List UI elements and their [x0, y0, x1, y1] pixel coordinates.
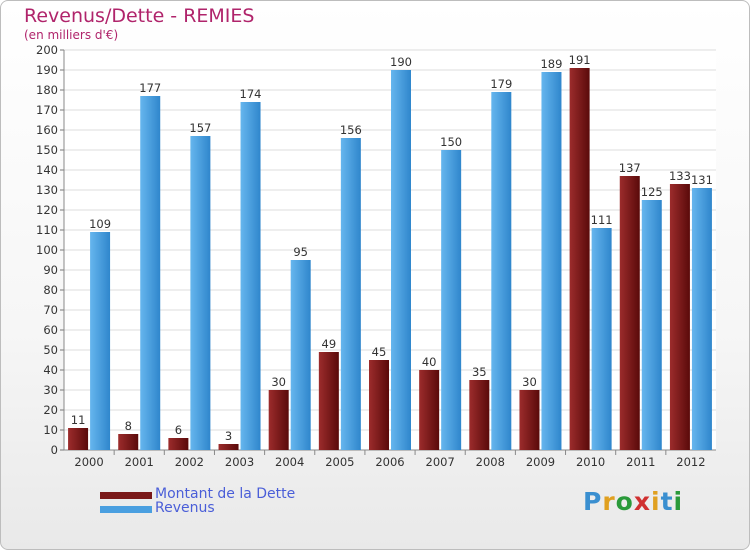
y-tick-label: 0: [51, 443, 58, 457]
bar-debt: [469, 380, 490, 450]
bar-debt: [369, 360, 389, 450]
data-label-debt: 137: [619, 161, 641, 175]
proxiti-logo: Proxiti: [583, 487, 684, 516]
bar-debt: [569, 68, 590, 450]
bar-revenue: [140, 96, 161, 450]
data-label-debt: 40: [422, 355, 437, 369]
y-tick-label: 160: [36, 123, 58, 137]
y-tick-label: 200: [36, 43, 58, 57]
data-label-revenue: 190: [390, 55, 412, 69]
bar-debt: [168, 438, 189, 450]
data-label-debt: 191: [569, 53, 591, 67]
y-tick-label: 40: [43, 363, 58, 377]
y-tick-label: 120: [36, 203, 58, 217]
data-label-revenue: 156: [340, 123, 362, 137]
bar-revenue: [691, 188, 712, 450]
y-tick-label: 80: [43, 283, 58, 297]
legend-label-revenue: Revenus: [155, 500, 215, 516]
data-label-debt: 6: [175, 423, 182, 437]
bar-revenue: [240, 102, 261, 450]
data-label-debt: 11: [71, 413, 86, 427]
bar-debt: [268, 390, 289, 450]
data-label-debt: 45: [372, 345, 387, 359]
bar-debt: [519, 390, 540, 450]
bar-revenue: [391, 70, 411, 450]
bar-revenue: [90, 232, 111, 450]
bar-debt: [218, 444, 239, 450]
data-label-revenue: 131: [691, 173, 713, 187]
bar-debt: [68, 428, 89, 450]
x-tick-label: 2006: [375, 455, 404, 469]
data-label-debt: 49: [322, 337, 337, 351]
y-tick-label: 30: [43, 383, 58, 397]
bar-revenue: [441, 150, 462, 450]
x-tick-label: 2004: [275, 455, 304, 469]
data-label-revenue: 179: [490, 77, 512, 91]
data-label-debt: 35: [472, 365, 487, 379]
data-label-revenue: 157: [189, 121, 211, 135]
bar-revenue: [591, 228, 612, 450]
y-tick-label: 110: [36, 223, 58, 237]
x-tick-label: 2009: [526, 455, 555, 469]
bar-revenue: [340, 138, 361, 450]
data-label-revenue: 177: [139, 81, 161, 95]
y-tick-label: 50: [43, 343, 58, 357]
y-tick-label: 170: [36, 103, 58, 117]
data-label-revenue: 125: [641, 185, 663, 199]
x-tick-label: 2007: [426, 455, 455, 469]
y-tick-label: 180: [36, 83, 58, 97]
y-tick-label: 10: [43, 423, 58, 437]
bar-revenue: [290, 260, 311, 450]
x-tick-label: 2011: [626, 455, 655, 469]
x-tick-label: 2001: [125, 455, 154, 469]
x-tick-label: 2010: [576, 455, 605, 469]
data-label-debt: 30: [522, 375, 537, 389]
bar-debt: [419, 370, 440, 450]
y-tick-label: 20: [43, 403, 58, 417]
data-label-debt: 3: [225, 429, 232, 443]
data-label-debt: 8: [125, 419, 132, 433]
data-label-debt: 133: [669, 169, 691, 183]
data-label-revenue: 95: [293, 245, 308, 259]
legend-swatch-revenue: [100, 506, 152, 513]
bar-debt: [118, 434, 139, 450]
chart-subtitle: (en milliers d'€): [24, 28, 119, 42]
data-label-revenue: 150: [440, 135, 462, 149]
bar-debt: [619, 176, 640, 450]
y-tick-label: 90: [43, 263, 58, 277]
bar-debt: [318, 352, 339, 450]
x-tick-label: 2012: [676, 455, 705, 469]
legend-label-debt: Montant de la Dette: [155, 486, 296, 502]
bar-revenue: [190, 136, 211, 450]
y-tick-label: 140: [36, 163, 58, 177]
x-tick-label: 2005: [325, 455, 354, 469]
bar-revenue: [491, 92, 512, 450]
y-tick-label: 150: [36, 143, 58, 157]
y-tick-label: 100: [36, 243, 58, 257]
y-tick-label: 130: [36, 183, 58, 197]
data-label-revenue: 109: [89, 217, 111, 231]
data-label-debt: 30: [271, 375, 286, 389]
legend-swatch-debt: [100, 492, 152, 499]
x-tick-label: 2002: [175, 455, 204, 469]
bar-revenue: [541, 72, 562, 450]
y-tick-label: 70: [43, 303, 58, 317]
x-tick-label: 2008: [476, 455, 505, 469]
chart-title: Revenus/Dette - REMIES: [24, 5, 255, 27]
data-label-revenue: 111: [591, 213, 613, 227]
data-label-revenue: 189: [540, 57, 562, 71]
bar-revenue: [641, 200, 662, 450]
y-tick-label: 190: [36, 63, 58, 77]
bar-debt: [669, 184, 690, 450]
x-tick-label: 2003: [225, 455, 254, 469]
data-label-revenue: 174: [240, 87, 262, 101]
y-tick-label: 60: [43, 323, 58, 337]
x-tick-label: 2000: [74, 455, 103, 469]
